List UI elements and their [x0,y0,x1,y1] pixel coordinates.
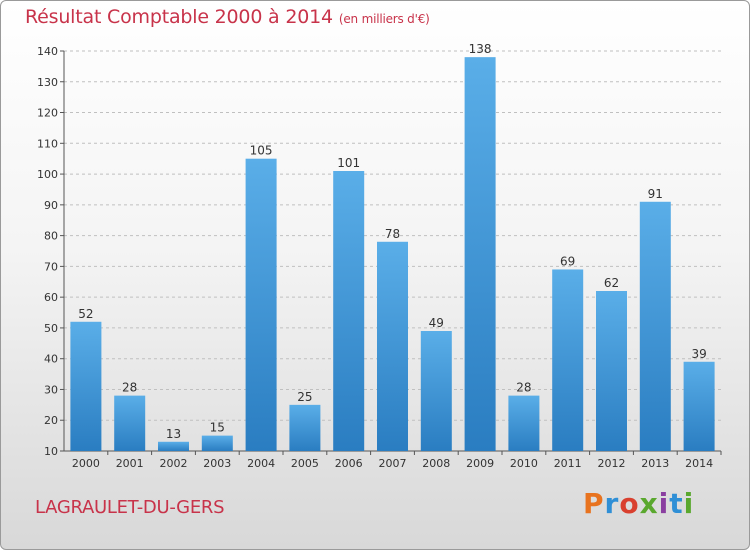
data-label: 52 [78,307,93,321]
data-label: 25 [297,390,312,404]
bar [70,321,102,451]
data-label: 105 [250,144,273,158]
bar [158,441,189,451]
bar [377,241,408,451]
chart-title: Résultat Comptable 2000 à 2014 (en millie… [25,6,430,28]
x-tick-label: 2011 [554,457,582,470]
logo-letter: i [658,487,670,520]
y-tick-label: 110 [37,137,58,150]
x-tick-label: 2014 [685,457,713,470]
y-tick-label: 60 [44,291,58,304]
bar [245,158,277,451]
data-label: 28 [122,381,137,395]
x-tick-label: 2004 [247,457,275,470]
logo-letter: t [669,487,684,520]
chart-subtitle: (en milliers d'€) [338,12,430,26]
y-tick-label: 120 [37,107,58,120]
data-label: 13 [166,427,181,441]
bar [596,291,627,451]
x-tick-label: 2006 [335,457,363,470]
y-tick-label: 80 [44,230,58,243]
bar [683,361,715,451]
data-label: 78 [385,227,400,241]
logo-letter: x [639,487,659,520]
x-tick-label: 2002 [160,457,188,470]
logo-letter: P [583,487,605,520]
bar [420,331,452,451]
location-label: LAGRAULET-DU-GERS [35,497,225,518]
bar [201,435,233,451]
data-label: 69 [560,254,575,268]
bar [508,395,540,451]
data-label: 138 [469,42,492,56]
data-label: 28 [516,381,531,395]
bar [639,201,671,451]
y-tick-label: 140 [37,45,58,58]
title-text: Résultat Comptable 2000 à 2014 [25,6,333,28]
logo-letter: o [619,487,640,520]
x-tick-label: 2012 [598,457,626,470]
logo-letter: r [604,487,620,520]
x-tick-label: 2001 [116,457,144,470]
bar [289,404,321,451]
x-tick-label: 2010 [510,457,538,470]
data-label: 49 [429,316,444,330]
y-tick-label: 70 [44,260,58,273]
y-tick-label: 50 [44,322,58,335]
bar [333,171,365,451]
y-tick-label: 100 [37,168,58,181]
y-tick-label: 130 [37,76,58,89]
data-label: 15 [210,421,225,435]
data-label: 39 [691,347,706,361]
y-tick-label: 30 [44,383,58,396]
logo-letter: i [683,487,695,520]
x-tick-label: 2008 [422,457,450,470]
data-label: 101 [337,156,360,170]
x-tick-label: 2013 [641,457,669,470]
x-tick-label: 2009 [466,457,494,470]
proxiti-logo: Proxiti [583,487,694,520]
x-tick-label: 2005 [291,457,319,470]
x-tick-label: 2000 [72,457,100,470]
y-tick-label: 90 [44,199,58,212]
x-tick-label: 2007 [379,457,407,470]
data-label: 62 [604,276,619,290]
y-tick-label: 20 [44,414,58,427]
y-tick-label: 40 [44,353,58,366]
x-tick-label: 2003 [203,457,231,470]
bar [114,395,146,451]
data-label: 91 [648,187,663,201]
y-tick-label: 10 [44,445,58,458]
bar [552,269,584,451]
bar [464,57,496,452]
